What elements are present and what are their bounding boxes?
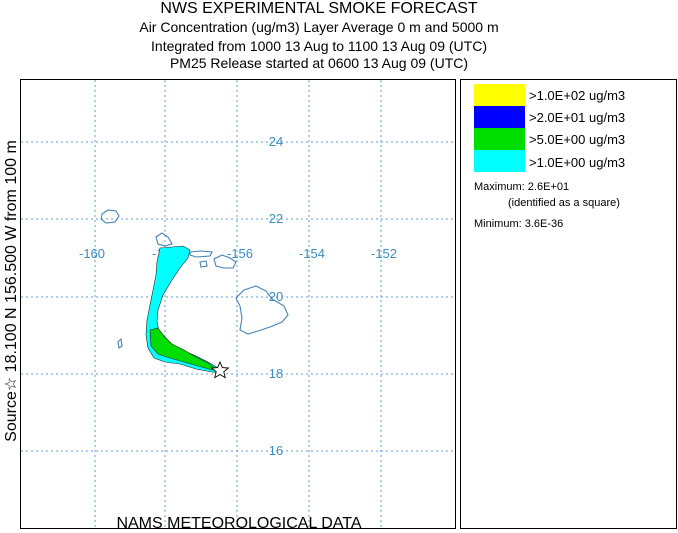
concentration-subtitle: Air Concentration (ug/m3) Layer Average … — [139, 19, 499, 35]
legend-label: >1.0E+02 ug/m3 — [529, 88, 626, 103]
legend-swatch-yellow — [474, 84, 525, 106]
legend-swatch-cyan — [474, 150, 525, 172]
maximum-note: (identified as a square) — [508, 197, 620, 209]
data-source-label: NAMS METEOROLOGICAL DATA — [116, 515, 362, 532]
minimum-value: Minimum: 3.6E-36 — [474, 218, 564, 230]
legend-swatch-green — [474, 128, 525, 150]
legend-label: >5.0E+00 ug/m3 — [529, 132, 626, 147]
legend-panel — [460, 79, 677, 529]
integration-period: Integrated from 1000 13 Aug to 1100 13 A… — [151, 38, 487, 54]
forecast-title: NWS EXPERIMENTAL SMOKE FORECAST — [160, 0, 478, 17]
map-frame — [20, 79, 456, 529]
legend-label: >2.0E+01 ug/m3 — [529, 110, 626, 125]
legend-swatch-blue — [474, 106, 525, 128]
legend-label: >1.0E+00 ug/m3 — [529, 155, 626, 170]
release-info: PM25 Release started at 0600 13 Aug 09 (… — [169, 55, 469, 71]
maximum-value: Maximum: 2.6E+01 — [474, 181, 570, 193]
